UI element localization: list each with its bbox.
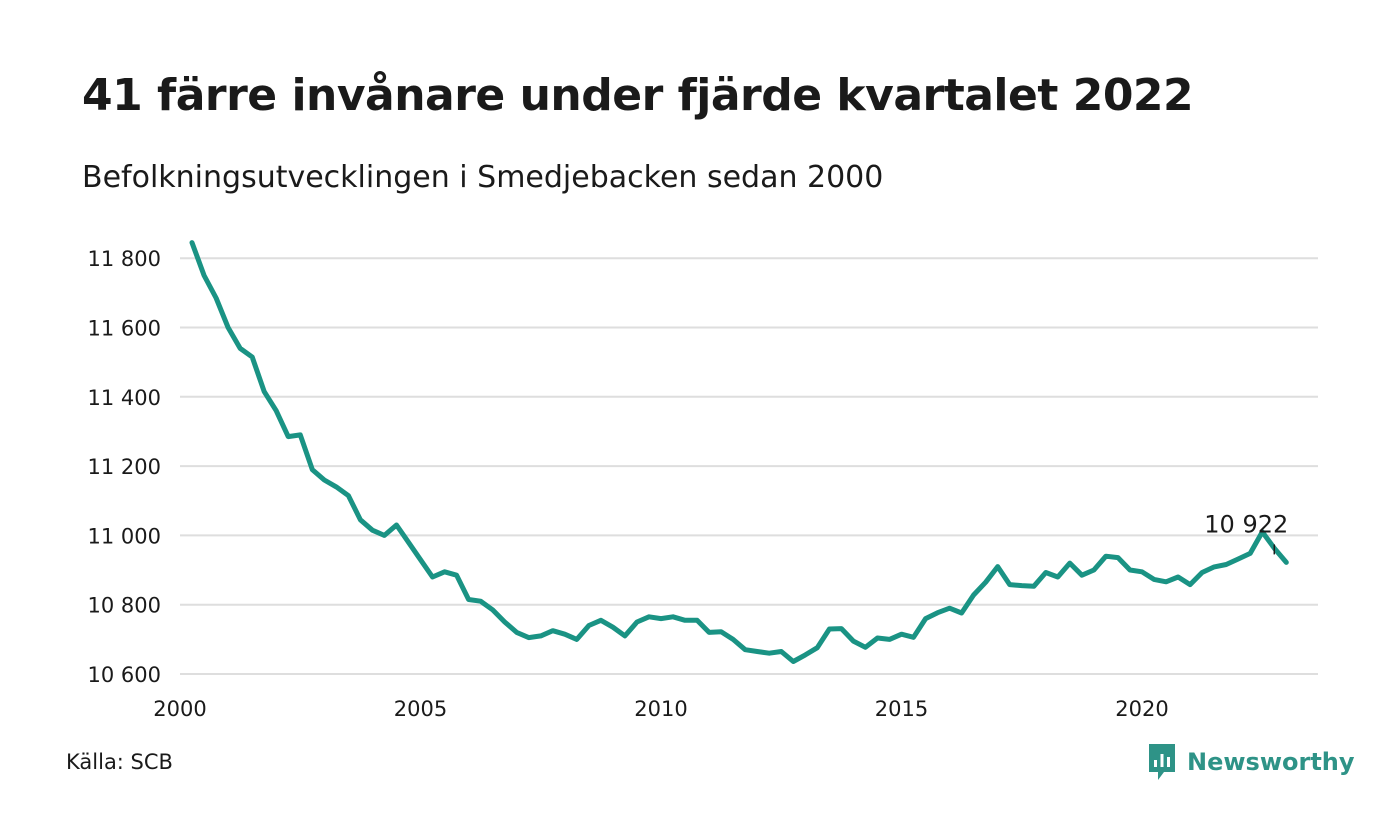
series-line xyxy=(189,240,1289,664)
x-tick-label: 2000 xyxy=(153,697,206,721)
newsworthy-logo-icon xyxy=(1149,744,1175,780)
x-axis: 2000 2005 2010 2015 2020 xyxy=(153,697,1168,721)
x-tick-label: 2005 xyxy=(394,697,447,721)
annotation-label: 10 922 xyxy=(1204,510,1288,538)
source-note: Källa: SCB xyxy=(66,750,173,774)
x-tick-label: 2010 xyxy=(634,697,687,721)
brand-logo: Newsworthy xyxy=(1147,742,1355,782)
y-tick-label: 11 400 xyxy=(88,386,161,410)
gridlines xyxy=(180,257,1318,675)
y-tick-label: 10 800 xyxy=(88,594,161,618)
y-tick-label: 11 200 xyxy=(88,455,161,479)
series xyxy=(189,240,1289,664)
y-tick-label: 11 600 xyxy=(88,317,161,341)
annotations: 10 922 xyxy=(1204,510,1288,555)
chart-subtitle: Befolkningsutvecklingen i Smedjebacken s… xyxy=(82,160,884,195)
brand-name: Newsworthy xyxy=(1187,748,1355,776)
y-tick-label: 11 000 xyxy=(88,524,161,548)
y-tick-label: 11 800 xyxy=(88,247,161,271)
y-tick-label: 10 600 xyxy=(88,663,161,687)
x-tick-label: 2020 xyxy=(1115,697,1168,721)
x-tick-label: 2015 xyxy=(875,697,928,721)
y-axis: 10 600 10 800 11 000 11 200 11 400 11 600 11 8… xyxy=(88,247,161,687)
chart-title: 41 färre invånare under fjärde kvartalet… xyxy=(82,70,1194,121)
